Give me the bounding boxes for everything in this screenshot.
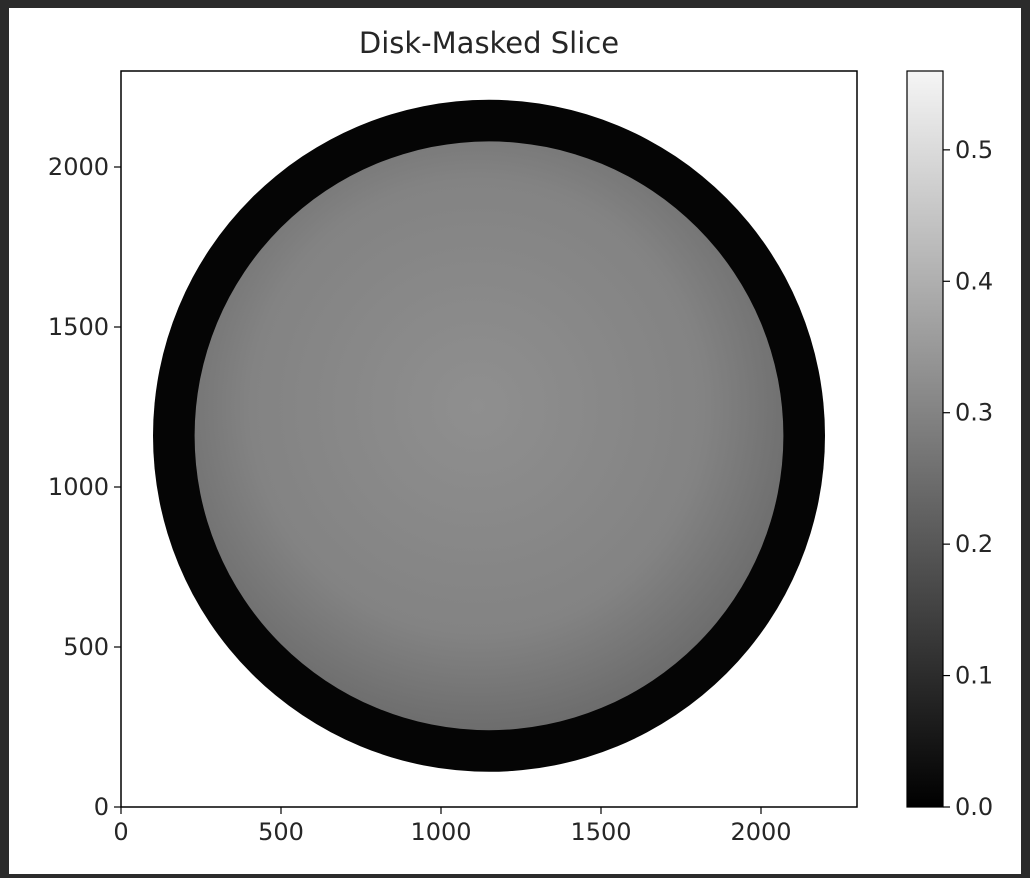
y-axis: 0 500 1000 1500 2000 <box>48 153 121 821</box>
colorbar <box>906 70 944 808</box>
colorbar-tick-label: 0.4 <box>955 267 993 295</box>
colorbar-tick-label: 0.0 <box>955 793 993 821</box>
colorbar-tick-label: 0.2 <box>955 530 993 558</box>
x-tick-label: 500 <box>258 818 304 846</box>
x-tick-label: 1500 <box>570 818 631 846</box>
x-tick-label: 2000 <box>730 818 791 846</box>
x-tick-label: 1000 <box>410 818 471 846</box>
y-tick-label: 1000 <box>48 473 109 501</box>
colorbar-tick-label: 0.3 <box>955 399 993 427</box>
y-tick-label: 500 <box>63 633 109 661</box>
colorbar-tick-label: 0.1 <box>955 662 993 690</box>
chart-svg: Disk-Masked Slice 0 500 1000 1500 2000 0 500 1… <box>48 26 993 846</box>
y-tick-label: 1500 <box>48 313 109 341</box>
y-tick-label: 2000 <box>48 153 109 181</box>
figure: Disk-Masked Slice 0 500 1000 1500 2000 0 500 1… <box>9 8 1021 874</box>
chart-title: Disk-Masked Slice <box>359 26 619 60</box>
solar-disk <box>194 141 784 731</box>
colorbar-axis: 0.0 0.1 0.2 0.3 0.4 0.5 <box>943 136 993 821</box>
y-tick-label: 0 <box>94 793 109 821</box>
colorbar-tick-label: 0.5 <box>955 136 993 164</box>
image-layer <box>153 99 825 772</box>
x-axis: 0 500 1000 1500 2000 <box>113 807 792 846</box>
axes-frame <box>120 70 858 808</box>
x-tick-label: 0 <box>113 818 128 846</box>
